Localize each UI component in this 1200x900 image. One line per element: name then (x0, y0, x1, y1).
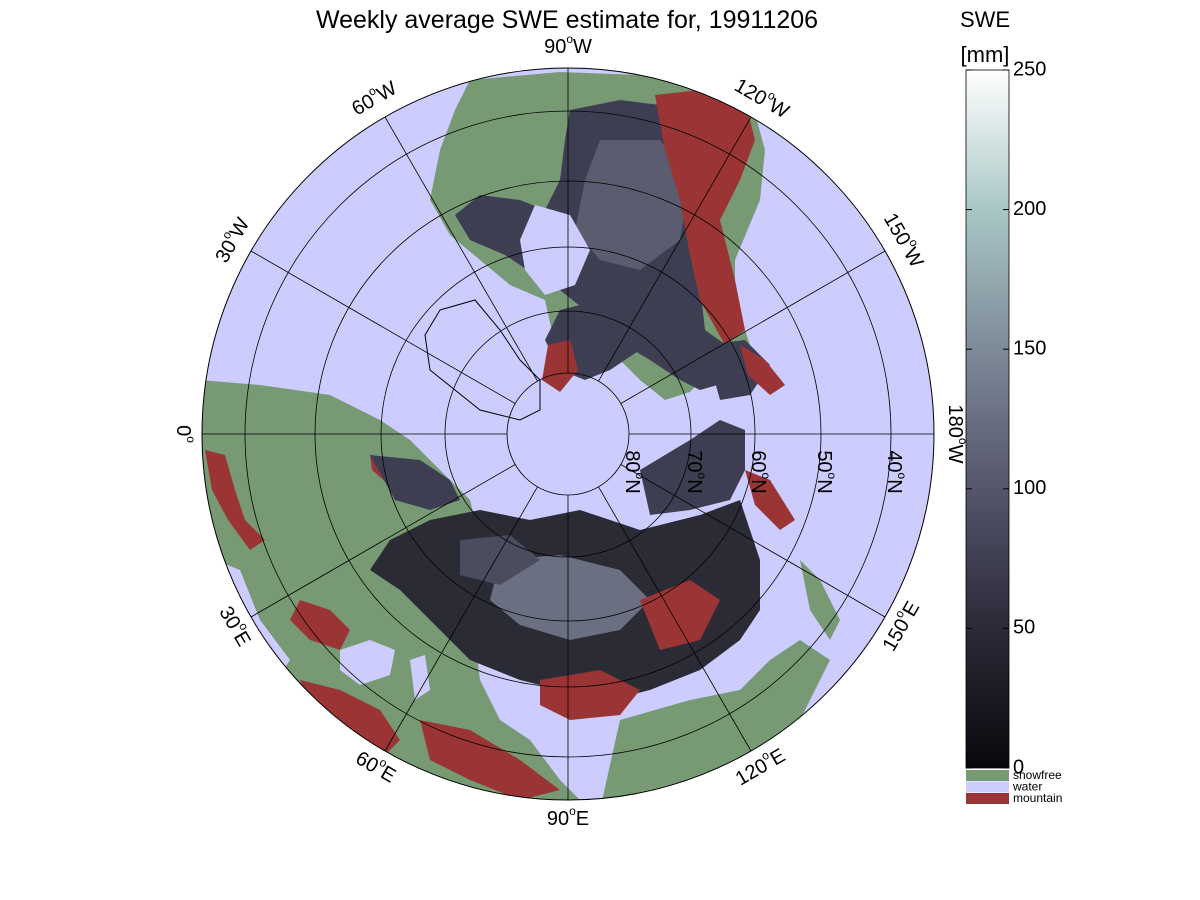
legend-label-mountain: mountain (1013, 791, 1062, 805)
north-america-snow-light (575, 140, 690, 270)
siberia-snow-light (490, 555, 650, 640)
east-asia-snowfree (600, 640, 830, 800)
colorbar-tick-label-150: 150 (1013, 337, 1046, 359)
longitude-deg-60e: 60 (352, 748, 382, 778)
colorbar-gradient (965, 69, 1010, 769)
hudson-bay (520, 205, 590, 295)
legend-label-snowfree: snowfree (1013, 768, 1062, 782)
latitude-label-60n: 60oN (747, 450, 773, 493)
alaska-mountain (740, 345, 785, 395)
latitude-suffix-70n: N (683, 479, 705, 493)
ellesmere-mountain (542, 340, 578, 392)
meridian-line-120e (598, 486, 752, 752)
colorbar-tick-label-0: 0 (1013, 756, 1024, 778)
latitude-deg-70n: 70 (683, 450, 705, 472)
siberia-north-coast-snow (640, 420, 745, 515)
latitude-deg-50n: 50 (813, 450, 835, 472)
colorbar-tick-label-250: 250 (1013, 58, 1046, 80)
degree-symbol: o (633, 473, 647, 480)
caucasus-mountain (290, 600, 350, 650)
longitude-label-180w: 180oW (944, 405, 970, 464)
latitude-suffix-50n: N (813, 479, 835, 493)
kamchatka-mountain (745, 470, 795, 530)
taymyr-snow (370, 455, 460, 510)
latitude-label-40n: 40oN (883, 450, 909, 493)
graticule (201, 67, 935, 801)
meridian-line-30w (250, 250, 516, 404)
degree-symbol: o (956, 438, 970, 445)
black-sea (340, 640, 395, 685)
longitude-deg-180w: 180 (944, 405, 966, 438)
longitude-deg-90w: 90 (544, 36, 566, 58)
meridian-lines (202, 68, 934, 800)
latitude-suffix-80n: N (621, 479, 643, 493)
longitude-label-0: 0o (172, 425, 198, 443)
legend-swatch-snowfree (966, 770, 1009, 781)
degree-symbol: o (569, 804, 576, 818)
east-siberia-mountain (640, 580, 720, 650)
legend-swatch-water (966, 781, 1009, 793)
legend-label-water: water (1012, 780, 1042, 794)
degree-symbol: o (895, 473, 909, 480)
meridian-line-120w (598, 116, 752, 382)
meridian-line-60w (384, 116, 538, 382)
colorbar-tick-label-50: 50 (1013, 617, 1035, 639)
central-asia-mountain (420, 720, 560, 800)
latitude-label-80n: 80oN (621, 450, 647, 493)
longitude-suffix-90w: W (573, 36, 592, 58)
polar-stereographic-map: 0o30oE60oE90oE120oE150oE180oW150oW120oW9… (172, 32, 970, 830)
longitude-deg-90e: 90 (547, 808, 569, 830)
colorbar-title: SWE (960, 7, 1010, 32)
longitude-deg-30w: 30 (212, 237, 242, 267)
japan-snowfree (800, 560, 840, 640)
meridian-line-60e (384, 486, 538, 752)
meridian-line-30e (250, 464, 516, 618)
colorbar-tick-label-200: 200 (1013, 198, 1046, 220)
longitude-suffix-60w: W (373, 78, 400, 107)
meridian-line-150w (620, 250, 886, 404)
longitude-suffix-150w: W (899, 244, 928, 271)
colorbar-tick-label-100: 100 (1013, 477, 1046, 499)
meridian-line-150e (620, 464, 886, 618)
colorbar-ticks: 0 50 100 150 200 250 (966, 58, 1046, 778)
greenland-outline (424, 299, 541, 421)
latitude-label-50n: 50oN (813, 450, 839, 493)
latitude-deg-80n: 80 (621, 450, 643, 472)
longitude-deg-120w: 120 (730, 75, 770, 111)
alps-mountain (205, 450, 265, 550)
longitude-deg-0: 0 (172, 425, 194, 436)
legend-swatch-mountain (966, 793, 1009, 804)
longitude-deg-150e: 150 (879, 615, 915, 655)
latitude-suffix-60n: N (747, 479, 769, 493)
longitude-suffix-30e: E (229, 628, 255, 651)
latitude-deg-60n: 60 (747, 450, 769, 472)
degree-symbol: o (825, 473, 839, 480)
caspian-sea (410, 655, 430, 700)
degree-symbol: o (759, 473, 773, 480)
latitude-suffix-40n: N (883, 479, 905, 493)
longitude-suffix-120e: E (767, 745, 790, 771)
latitude-label-70n: 70oN (683, 450, 709, 493)
degree-symbol: o (695, 473, 709, 480)
longitude-label-90w: 90oW (544, 32, 592, 58)
asia-minor-mountain (300, 680, 400, 760)
degree-symbol: o (184, 436, 198, 443)
latitude-deg-40n: 40 (883, 450, 905, 472)
longitude-suffix-180w: W (944, 445, 966, 464)
degree-symbol: o (566, 32, 573, 46)
colorbar: SWE [mm] 0 50 100 150 200 250 snowfreewatermo… (960, 7, 1062, 805)
map-title: Weekly average SWE estimate for, 1991120… (316, 6, 818, 34)
longitude-suffix-90e: E (576, 808, 589, 830)
map-boundary (201, 67, 935, 801)
longitude-label-90e: 90oE (547, 804, 589, 830)
colorbar-unit: [mm] (961, 42, 1010, 67)
